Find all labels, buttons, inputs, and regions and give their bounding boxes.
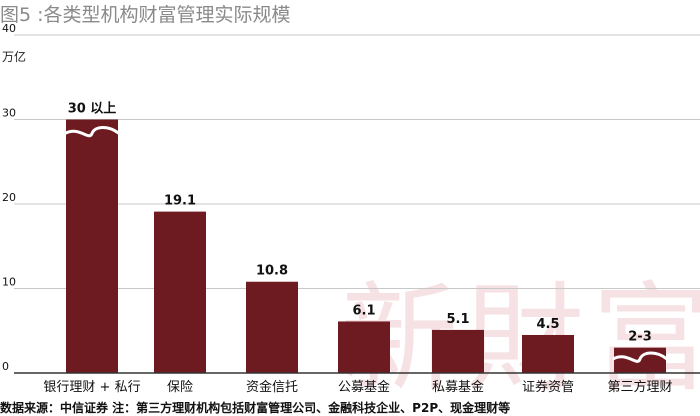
category-label: 第三方理财 xyxy=(607,379,672,395)
bar xyxy=(246,281,298,373)
y-tick-label: 10 xyxy=(2,276,16,289)
bar xyxy=(338,321,390,373)
y-tick-label: 30 xyxy=(2,107,16,120)
data-label: 30 以上 xyxy=(68,102,117,117)
data-label: 2-3 xyxy=(628,330,652,345)
category-label: 资金信托 xyxy=(246,379,298,395)
bar xyxy=(522,334,574,373)
category-label: 银行理财 + 私行 xyxy=(43,380,140,395)
data-label: 6.1 xyxy=(352,303,375,318)
category-label: 私募基金 xyxy=(432,379,484,395)
y-axis-unit: 万亿 xyxy=(2,50,27,64)
category-label: 证券资管 xyxy=(522,379,574,395)
category-label: 保险 xyxy=(167,380,193,395)
data-label: 5.1 xyxy=(446,312,469,327)
bar xyxy=(432,329,484,373)
y-tick-label: 40 xyxy=(2,22,16,35)
axis-break-mark xyxy=(64,126,120,138)
y-tick-label: 0 xyxy=(2,360,9,373)
bar xyxy=(66,119,118,373)
data-label: 4.5 xyxy=(536,317,559,332)
data-label: 19.1 xyxy=(164,194,196,209)
category-label: 公募基金 xyxy=(338,379,390,395)
axis-break-mark xyxy=(612,351,668,363)
chart-title: 图5 :各类型机构财富管理实际规模 xyxy=(0,4,291,26)
source-note: 数据来源：中信证券 注：第三方理财机构包括财富管理公司、金融科技企业、P2P、现… xyxy=(0,401,511,415)
data-label: 10.8 xyxy=(256,264,288,279)
bar xyxy=(154,211,206,373)
y-tick-label: 20 xyxy=(2,191,16,204)
